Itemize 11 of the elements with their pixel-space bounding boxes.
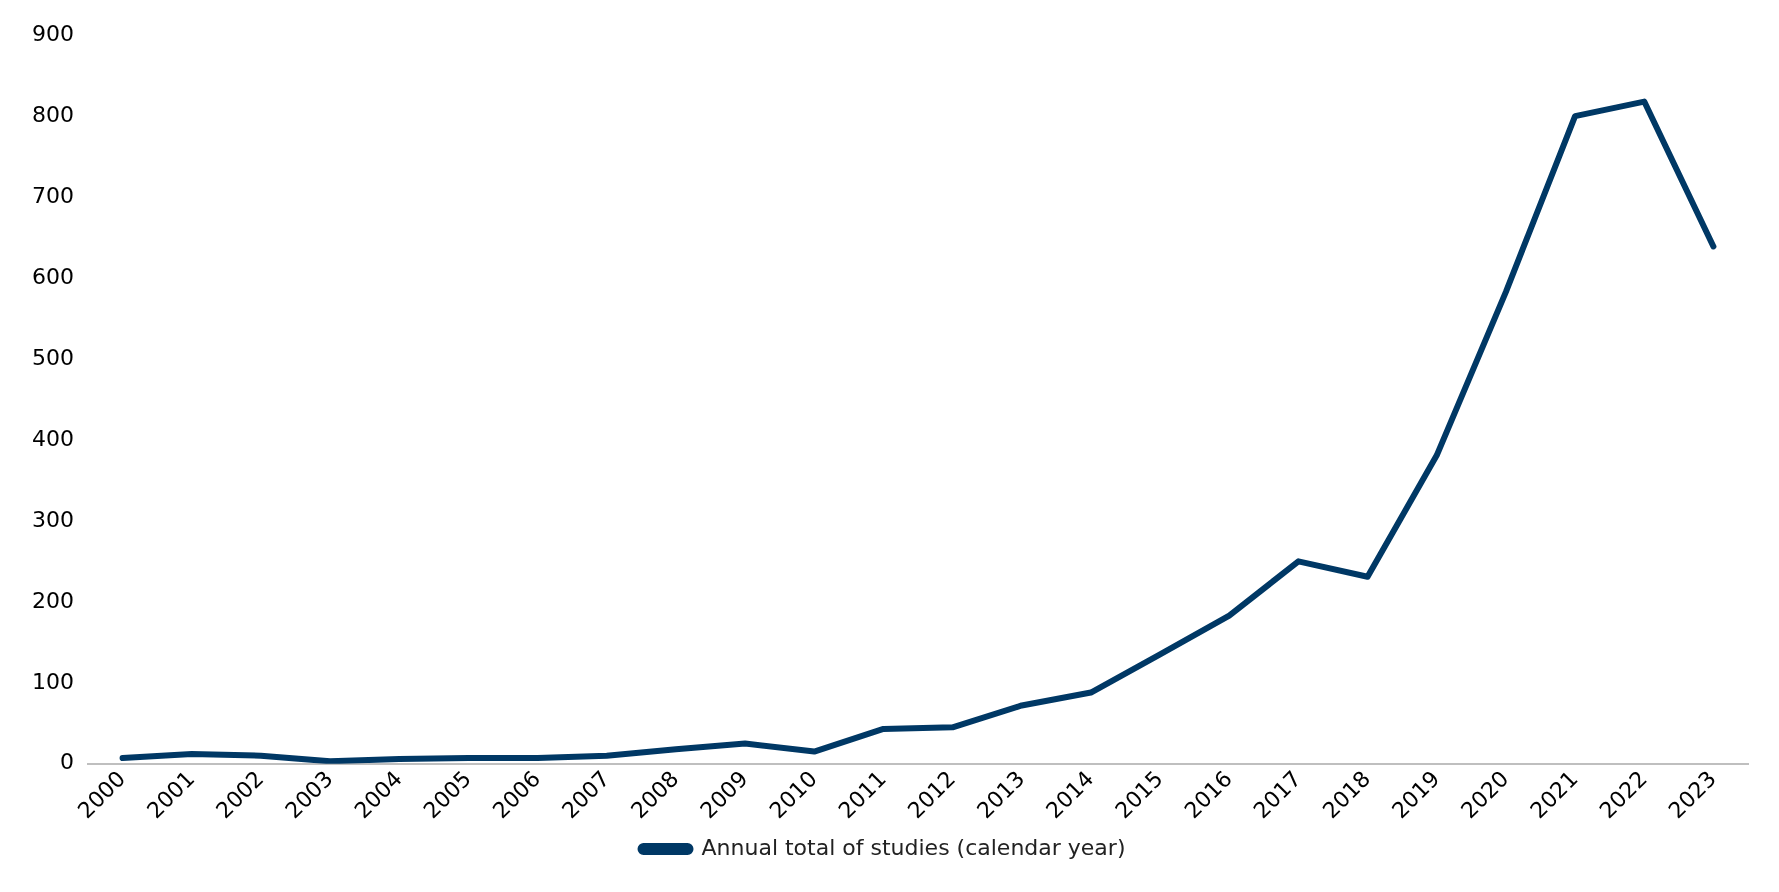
y-tick-label: 500 xyxy=(31,344,74,370)
y-tick-label: 300 xyxy=(31,506,74,532)
y-tick-label: 700 xyxy=(31,182,74,208)
y-tick-label: 800 xyxy=(31,101,74,127)
legend-label: Annual total of studies (calendar year) xyxy=(701,834,1126,860)
y-tick-label: 100 xyxy=(31,668,74,694)
y-tick-label: 200 xyxy=(31,587,74,613)
y-tick-label: 400 xyxy=(31,425,74,451)
y-tick-label: 0 xyxy=(59,749,74,775)
y-tick-label: 600 xyxy=(31,263,74,289)
y-tick-label: 900 xyxy=(31,20,74,46)
